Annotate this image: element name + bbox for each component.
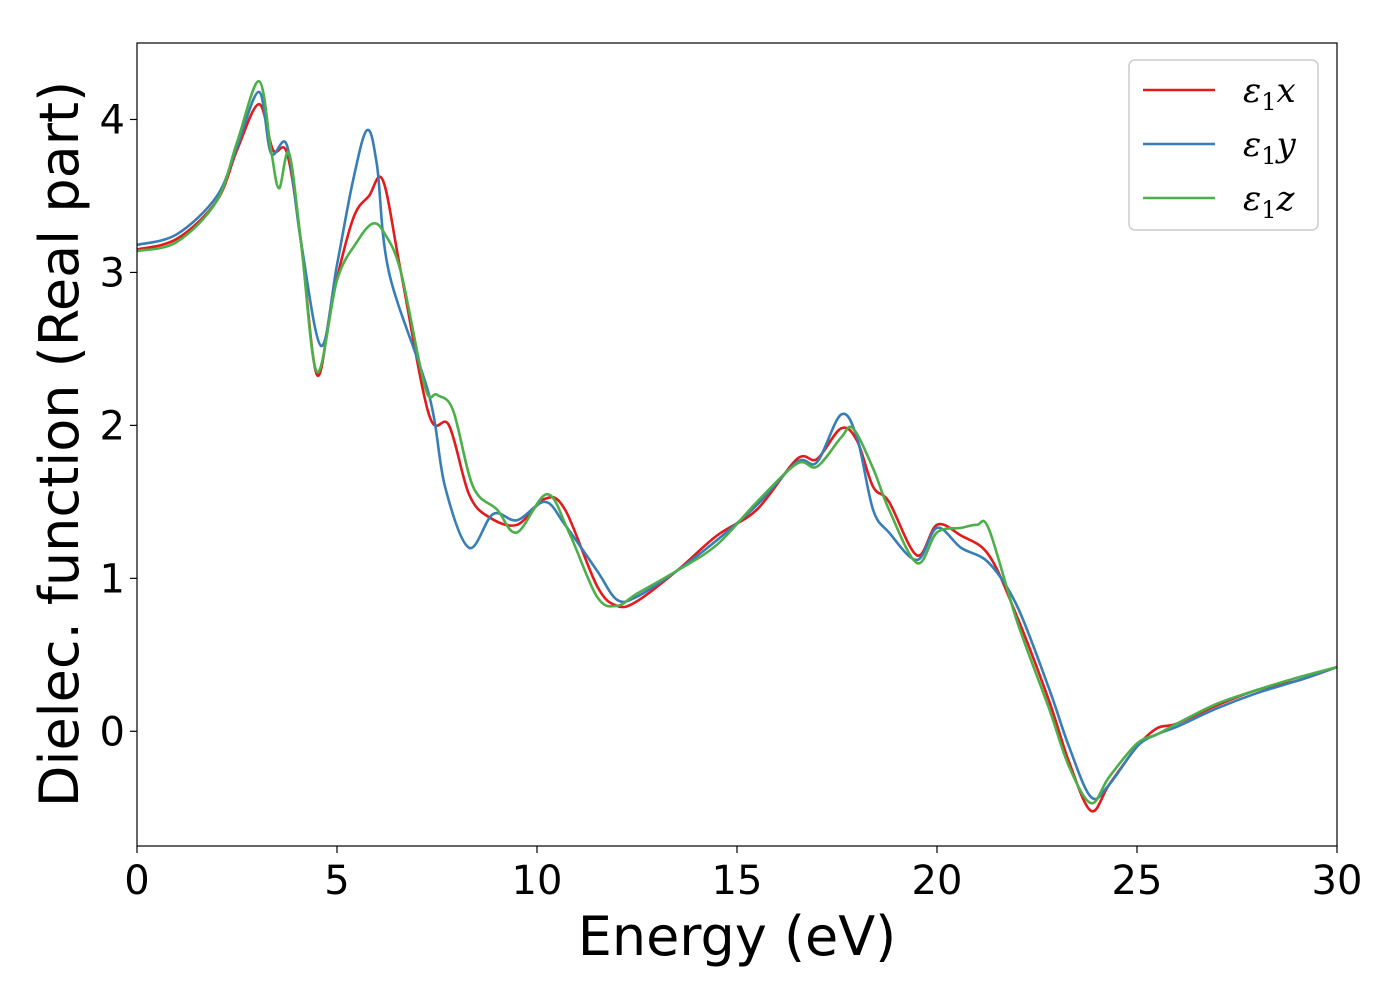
x-tick-label: 15: [712, 858, 763, 904]
legend: ε1x ε1y ε1z: [1128, 59, 1319, 231]
x-tick-label: 25: [1112, 858, 1163, 904]
series-line-z: [136, 79, 1338, 805]
series-layer: [136, 79, 1338, 813]
legend-box: [1128, 59, 1319, 231]
y-tick-label: 2: [100, 403, 125, 449]
series-line-y: [136, 90, 1338, 801]
y-tick-label: 3: [100, 250, 125, 296]
x-tick-label: 0: [124, 858, 149, 904]
x-tick-label: 30: [1312, 858, 1363, 904]
legend-label-z: ε1z: [1243, 179, 1296, 224]
legend-label-x: ε1x: [1243, 71, 1296, 116]
y-axis-label: Dielec. function (Real part): [28, 81, 91, 807]
y-tick-label: 4: [100, 97, 125, 143]
x-axis: 0 5 10 15 20 25 30: [124, 846, 1362, 904]
legend-label-y: ε1y: [1243, 125, 1297, 170]
x-tick-label: 20: [912, 858, 963, 904]
x-tick-label: 5: [324, 858, 349, 904]
y-tick-label: 1: [100, 556, 125, 602]
y-tick-label: 0: [100, 709, 125, 755]
x-axis-label: Energy (eV): [578, 905, 897, 968]
x-tick-label: 10: [512, 858, 563, 904]
y-axis: 0 1 2 3 4: [100, 97, 137, 755]
